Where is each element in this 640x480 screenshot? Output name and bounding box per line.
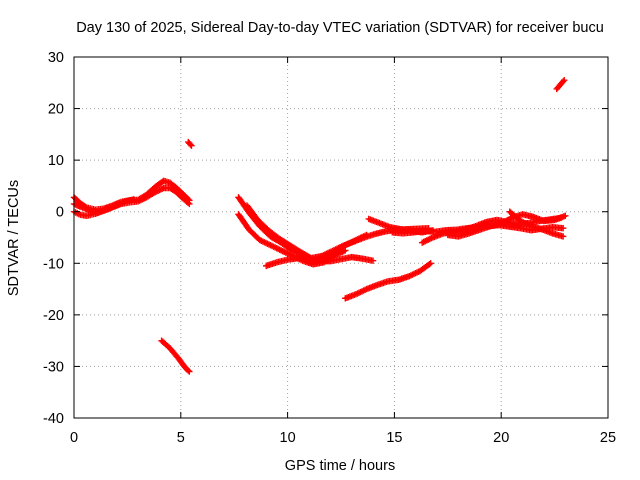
data-point [130,196,138,203]
data-point [559,225,567,232]
y-tick-label: 0 [56,205,64,221]
data-point [185,196,192,203]
data-point [426,261,433,268]
tick-labels: 0 5 10 15 20 25 -40 -30 -20 -10 0 10 20 30 [43,50,616,446]
data-point [369,257,377,264]
data-points [70,77,569,375]
data-point [185,367,192,374]
data-point [559,233,567,240]
y-tick-label: 10 [48,153,64,169]
y-tick-label: -20 [43,308,64,324]
data-point [559,78,567,85]
x-tick-label: 5 [177,430,185,446]
x-tick-label: 20 [493,430,509,446]
plot-frame [73,56,609,419]
y-tick-label: -10 [43,256,64,272]
data-point [562,212,569,220]
x-tick-label: 0 [70,430,78,446]
tick-marks [73,56,609,419]
series-track-5 [158,337,193,375]
series-track-4 [185,138,195,149]
data-point [186,197,193,204]
y-tick-label: 20 [48,102,64,118]
series-track-16 [553,77,568,93]
data-point [188,142,195,149]
series-track-10 [342,260,434,302]
series-track-9 [263,253,377,270]
data-point [561,77,568,84]
x-tick-label: 25 [600,430,616,446]
grid-lines [74,57,608,418]
x-tick-label: 15 [386,430,402,446]
data-point [187,141,194,148]
y-tick-label: -40 [43,411,64,427]
data-point [186,368,193,375]
data-point [507,215,514,222]
data-point [427,260,434,267]
chart-title: Day 130 of 2025, Sidereal Day-to-day VTE… [76,20,604,36]
x-tick-label: 10 [280,430,296,446]
x-axis-label: GPS time / hours [285,458,395,474]
y-axis-label: SDTVAR / TECUs [6,180,22,296]
axes-frame [73,56,609,419]
series-track-3 [70,196,138,215]
y-tick-label: 30 [48,50,64,66]
series-track-15 [506,208,567,240]
y-tick-label: -30 [43,359,64,375]
